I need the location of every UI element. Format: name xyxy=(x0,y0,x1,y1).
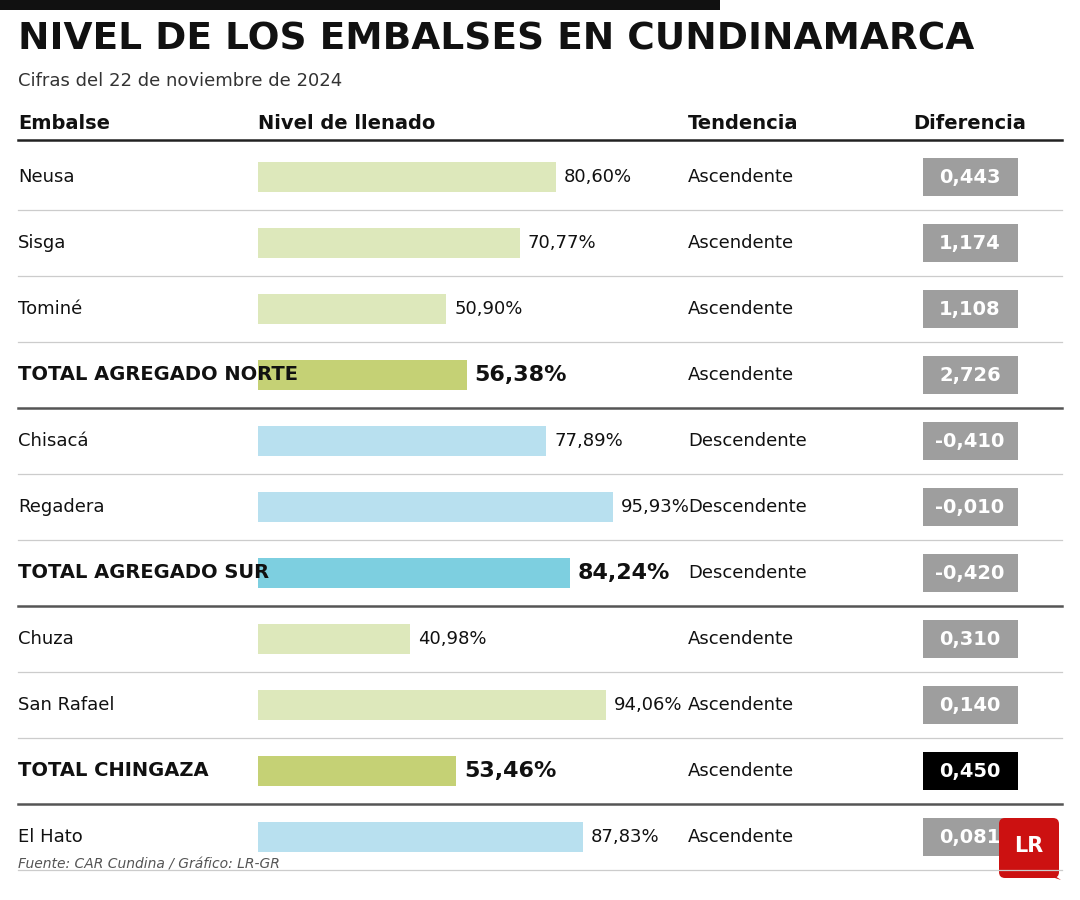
Text: Descendente: Descendente xyxy=(688,564,807,582)
Text: Ascendente: Ascendente xyxy=(688,366,794,384)
Bar xyxy=(258,228,519,258)
Bar xyxy=(922,818,1017,856)
Text: TOTAL AGREGADO NORTE: TOTAL AGREGADO NORTE xyxy=(18,365,298,384)
Text: Nivel de llenado: Nivel de llenado xyxy=(258,114,435,133)
Bar xyxy=(922,488,1017,526)
Text: -0,420: -0,420 xyxy=(935,563,1004,582)
Text: 77,89%: 77,89% xyxy=(554,432,623,450)
Bar xyxy=(258,624,409,654)
Text: -0,010: -0,010 xyxy=(935,498,1004,517)
Polygon shape xyxy=(1037,872,1061,880)
Text: 0,443: 0,443 xyxy=(940,167,1001,186)
Text: Ascendente: Ascendente xyxy=(688,630,794,648)
Text: Diferencia: Diferencia xyxy=(914,114,1026,133)
Bar xyxy=(922,422,1017,460)
Text: NIVEL DE LOS EMBALSES EN CUNDINAMARCA: NIVEL DE LOS EMBALSES EN CUNDINAMARCA xyxy=(18,22,974,58)
Bar xyxy=(0,0,720,10)
Text: 40,98%: 40,98% xyxy=(418,630,486,648)
Text: 50,90%: 50,90% xyxy=(455,300,523,318)
Bar xyxy=(258,426,546,456)
Text: San Rafael: San Rafael xyxy=(18,696,114,714)
Text: Ascendente: Ascendente xyxy=(688,828,794,846)
Bar xyxy=(922,686,1017,724)
Text: 1,174: 1,174 xyxy=(940,233,1001,253)
Text: 95,93%: 95,93% xyxy=(621,498,690,516)
Text: 56,38%: 56,38% xyxy=(474,365,567,385)
Text: 2,726: 2,726 xyxy=(940,365,1001,384)
Text: Tendencia: Tendencia xyxy=(688,114,798,133)
Text: Sisga: Sisga xyxy=(18,234,66,252)
Text: 84,24%: 84,24% xyxy=(578,563,670,583)
Text: Descendente: Descendente xyxy=(688,498,807,516)
Bar xyxy=(922,290,1017,328)
Bar xyxy=(258,162,556,192)
Text: Ascendente: Ascendente xyxy=(688,762,794,780)
Text: -0,410: -0,410 xyxy=(935,431,1004,451)
Bar xyxy=(258,690,606,720)
Text: Fuente: CAR Cundina / Gráfico: LR-GR: Fuente: CAR Cundina / Gráfico: LR-GR xyxy=(18,858,280,872)
Text: Ascendente: Ascendente xyxy=(688,696,794,714)
Text: Descendente: Descendente xyxy=(688,432,807,450)
Bar xyxy=(258,756,456,786)
Text: 87,83%: 87,83% xyxy=(591,828,660,846)
Bar xyxy=(258,360,467,390)
Text: 53,46%: 53,46% xyxy=(463,761,556,781)
Bar xyxy=(922,554,1017,592)
Text: 1,108: 1,108 xyxy=(940,300,1001,319)
Text: Embalse: Embalse xyxy=(18,114,110,133)
Text: 0,450: 0,450 xyxy=(940,761,1001,780)
Text: 80,60%: 80,60% xyxy=(564,168,633,186)
Bar xyxy=(258,558,569,588)
Bar xyxy=(922,158,1017,196)
Bar xyxy=(258,294,446,324)
Text: Chuza: Chuza xyxy=(18,630,73,648)
Text: Cifras del 22 de noviembre de 2024: Cifras del 22 de noviembre de 2024 xyxy=(18,72,342,90)
Bar xyxy=(258,822,583,852)
Text: Ascendente: Ascendente xyxy=(688,300,794,318)
Text: Neusa: Neusa xyxy=(18,168,75,186)
Text: Tominé: Tominé xyxy=(18,300,82,318)
Text: Chisacá: Chisacá xyxy=(18,432,89,450)
Text: 0,081: 0,081 xyxy=(940,827,1001,847)
Text: Ascendente: Ascendente xyxy=(688,168,794,186)
Text: 94,06%: 94,06% xyxy=(615,696,683,714)
Bar xyxy=(922,752,1017,790)
Text: 70,77%: 70,77% xyxy=(528,234,596,252)
FancyBboxPatch shape xyxy=(999,818,1059,878)
Text: El Hato: El Hato xyxy=(18,828,83,846)
Text: Regadera: Regadera xyxy=(18,498,105,516)
Text: TOTAL AGREGADO SUR: TOTAL AGREGADO SUR xyxy=(18,563,269,582)
Bar xyxy=(258,492,613,522)
Text: TOTAL CHINGAZA: TOTAL CHINGAZA xyxy=(18,761,208,780)
Text: LR: LR xyxy=(1014,836,1043,856)
Text: Ascendente: Ascendente xyxy=(688,234,794,252)
Bar xyxy=(922,356,1017,394)
Bar xyxy=(922,224,1017,262)
Text: 0,310: 0,310 xyxy=(940,629,1001,649)
Text: 0,140: 0,140 xyxy=(940,696,1001,715)
Bar xyxy=(922,620,1017,658)
